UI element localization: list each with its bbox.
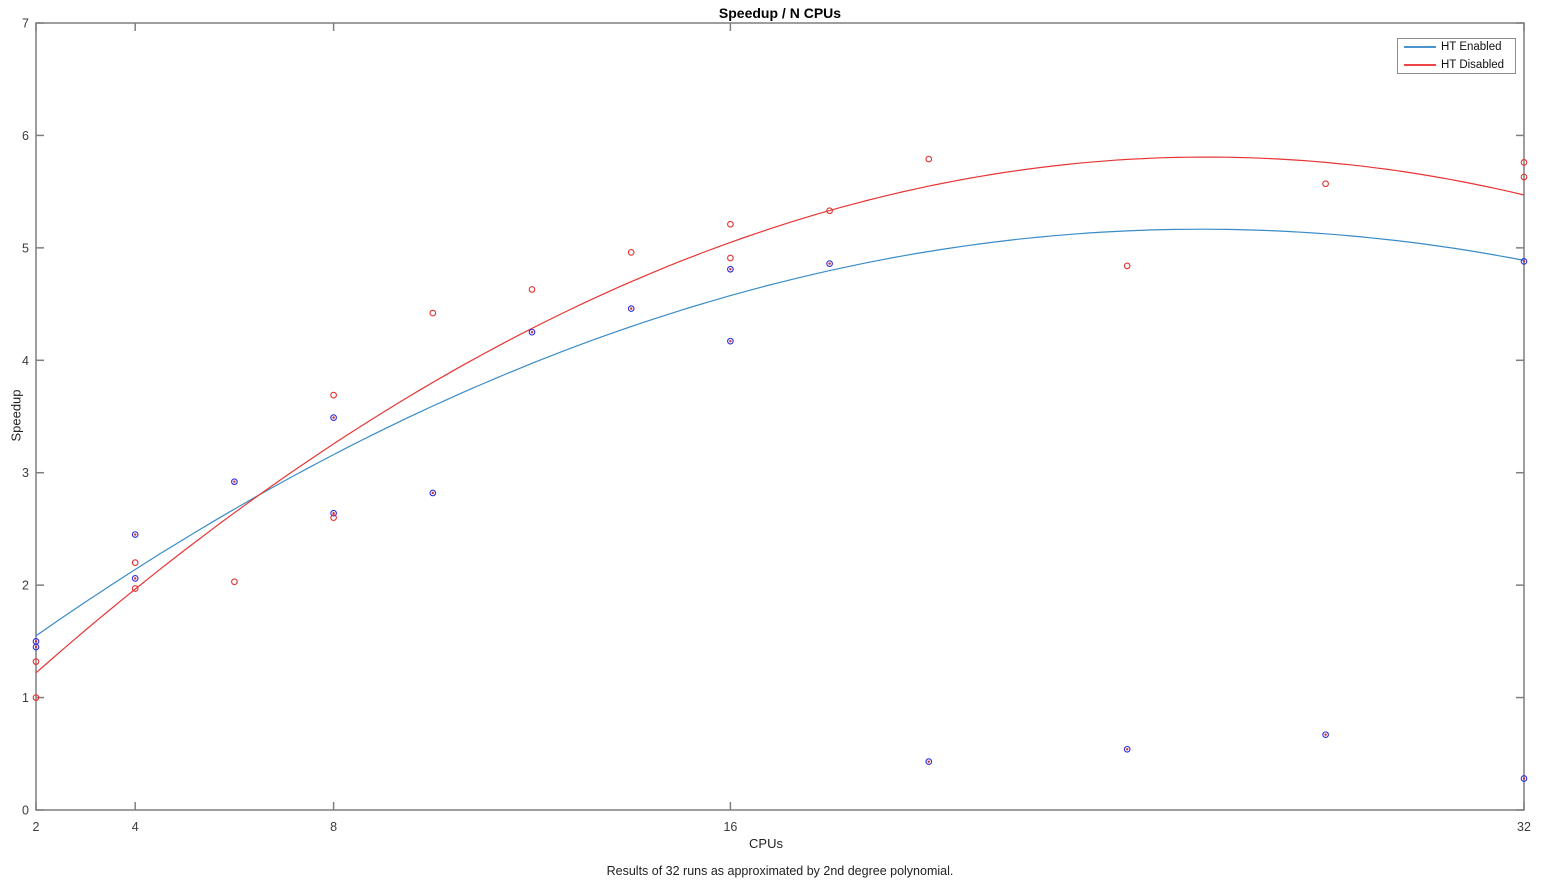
data-point-center-dot	[332, 416, 335, 419]
x-tick-label: 32	[1517, 820, 1531, 834]
data-point-ht-disabled	[627, 249, 635, 256]
data-point-center-dot	[1522, 260, 1526, 263]
data-point-ht-disabled	[925, 155, 933, 163]
y-tick-label: 0	[22, 804, 29, 818]
data-point-ht-enabled	[330, 414, 337, 421]
y-tick-label: 6	[22, 129, 29, 143]
data-point-ht-enabled	[131, 575, 139, 582]
data-point-center-dot	[828, 262, 831, 265]
legend-label: HT Disabled	[1441, 58, 1505, 71]
legend-entry-ht-enabled: HT Enabled	[1398, 41, 1515, 54]
data-point-center-dot	[431, 491, 434, 495]
data-point-ht-enabled	[1520, 775, 1528, 782]
data-point-ht-disabled	[727, 220, 734, 228]
y-tick-label: 2	[22, 579, 29, 593]
data-point-center-dot	[34, 640, 38, 643]
data-point-ht-disabled	[131, 585, 139, 592]
x-axis-label: CPUs	[749, 836, 783, 851]
x-tick-label: 8	[330, 820, 337, 834]
data-point-center-dot	[530, 330, 534, 334]
y-axis-label: Speedup	[8, 389, 24, 442]
data-point-ht-disabled	[1123, 262, 1131, 270]
data-point-center-dot	[332, 511, 335, 515]
data-point-center-dot	[134, 577, 137, 580]
data-point-ht-enabled	[429, 489, 437, 497]
data-point-ht-disabled	[330, 391, 337, 399]
data-point-center-dot	[233, 480, 236, 483]
data-point-center-dot	[729, 339, 732, 343]
legend-entry-ht-disabled: HT Disabled	[1398, 59, 1515, 72]
x-tick-label: 2	[33, 820, 40, 834]
data-point-ht-enabled	[32, 643, 40, 651]
data-point-center-dot	[927, 760, 930, 763]
data-point-center-dot	[1522, 777, 1526, 780]
legend-label: HT Enabled	[1441, 41, 1502, 54]
data-point-ht-disabled	[231, 578, 238, 586]
data-point-ht-disabled	[1520, 159, 1528, 166]
y-tick-label: 7	[22, 17, 29, 31]
data-point-ht-enabled	[627, 305, 635, 312]
data-point-ht-disabled	[1322, 180, 1329, 188]
y-tick-label: 1	[22, 691, 29, 705]
data-point-ht-enabled	[1322, 731, 1329, 739]
data-point-ht-enabled	[727, 337, 734, 345]
fit-curve-ht-enabled	[35, 228, 1525, 637]
ht-disabled-line-swatch	[1404, 63, 1436, 66]
data-point-ht-disabled	[429, 309, 437, 317]
data-point-center-dot	[134, 533, 137, 536]
data-point-ht-disabled	[32, 694, 40, 701]
data-point-center-dot	[729, 268, 732, 271]
data-point-ht-disabled	[1520, 173, 1528, 181]
data-point-ht-enabled	[925, 758, 933, 766]
axes-box	[35, 22, 1525, 811]
figure-caption: Results of 32 runs as approximated by 2n…	[606, 864, 954, 878]
data-point-ht-disabled	[528, 286, 536, 293]
data-point-ht-disabled	[826, 207, 833, 215]
y-tick-label: 4	[22, 354, 29, 368]
data-point-ht-disabled	[131, 559, 139, 567]
data-point-ht-enabled	[131, 531, 139, 538]
y-tick-label: 5	[22, 241, 29, 255]
data-point-ht-enabled	[826, 260, 833, 267]
data-point-ht-enabled	[231, 478, 238, 486]
data-point-ht-enabled	[330, 509, 337, 517]
x-tick-label: 16	[723, 820, 737, 834]
y-tick-label: 3	[22, 466, 29, 480]
data-point-ht-enabled	[1123, 745, 1131, 753]
data-point-ht-disabled	[32, 658, 40, 665]
ht-enabled-line-swatch	[1404, 46, 1436, 49]
x-tick-label: 4	[132, 820, 139, 834]
data-point-center-dot	[34, 645, 38, 649]
data-point-center-dot	[1126, 748, 1129, 751]
fit-curve-ht-disabled	[35, 156, 1525, 674]
data-point-ht-enabled	[528, 328, 536, 336]
legend: HT Enabled HT Disabled	[1397, 38, 1516, 74]
data-point-ht-enabled	[1520, 257, 1528, 265]
data-point-ht-disabled	[727, 254, 734, 262]
data-point-center-dot	[1324, 733, 1327, 736]
data-point-center-dot	[630, 307, 633, 310]
data-point-ht-enabled	[727, 265, 734, 273]
chart-title: Speedup / N CPUs	[718, 5, 842, 21]
data-point-ht-disabled	[330, 514, 337, 522]
